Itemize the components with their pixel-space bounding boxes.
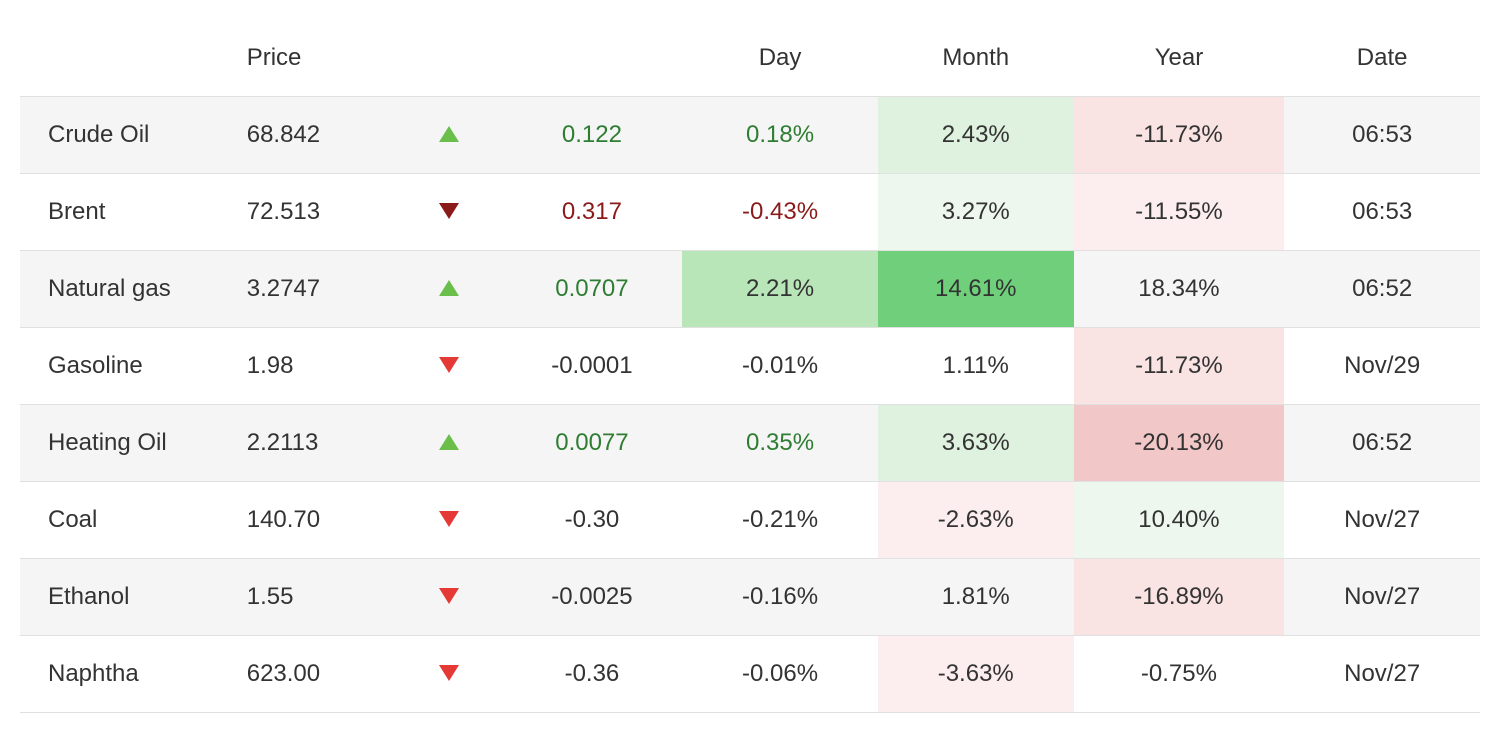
change-value: 0.317 <box>502 174 683 251</box>
year-percent: -11.55% <box>1074 174 1285 251</box>
day-percent: -0.21% <box>682 482 878 559</box>
day-percent: 0.18% <box>682 97 878 174</box>
table-row[interactable]: Naphtha623.00 -0.36-0.06%-3.63%-0.75%Nov/… <box>20 636 1480 713</box>
arrow-down-icon <box>396 559 501 636</box>
price-value: 68.842 <box>231 97 397 174</box>
col-header-change[interactable] <box>502 20 683 97</box>
arrow-up-icon <box>396 251 501 328</box>
month-percent: 3.63% <box>878 405 1074 482</box>
year-percent: -11.73% <box>1074 328 1285 405</box>
month-percent: 14.61% <box>878 251 1074 328</box>
change-value: 0.0077 <box>502 405 683 482</box>
date-value: Nov/29 <box>1284 328 1480 405</box>
col-header-year[interactable]: Year <box>1074 20 1285 97</box>
date-value: Nov/27 <box>1284 482 1480 559</box>
price-value: 2.2113 <box>231 405 397 482</box>
price-value: 3.2747 <box>231 251 397 328</box>
table-row[interactable]: Brent72.513 0.317-0.43%3.27%-11.55%06:53 <box>20 174 1480 251</box>
arrow-down-icon <box>396 174 501 251</box>
change-value: -0.30 <box>502 482 683 559</box>
arrow-up-icon <box>396 97 501 174</box>
month-percent: 3.27% <box>878 174 1074 251</box>
commodity-name[interactable]: Coal <box>20 482 231 559</box>
date-value: 06:53 <box>1284 97 1480 174</box>
col-header-name[interactable] <box>20 20 231 97</box>
day-percent: 2.21% <box>682 251 878 328</box>
arrow-down-icon <box>396 328 501 405</box>
col-header-date[interactable]: Date <box>1284 20 1480 97</box>
table-header-row: Price Day Month Year Date <box>20 20 1480 97</box>
table-row[interactable]: Crude Oil68.842 0.1220.18%2.43%-11.73%06:… <box>20 97 1480 174</box>
commodity-name[interactable]: Heating Oil <box>20 405 231 482</box>
day-percent: -0.43% <box>682 174 878 251</box>
month-percent: 1.81% <box>878 559 1074 636</box>
table-row[interactable]: Coal140.70 -0.30-0.21%-2.63%10.40%Nov/27 <box>20 482 1480 559</box>
change-value: -0.0001 <box>502 328 683 405</box>
day-percent: -0.16% <box>682 559 878 636</box>
commodity-name[interactable]: Crude Oil <box>20 97 231 174</box>
year-percent: -20.13% <box>1074 405 1285 482</box>
arrow-up-icon <box>396 405 501 482</box>
year-percent: 18.34% <box>1074 251 1285 328</box>
col-header-month[interactable]: Month <box>878 20 1074 97</box>
year-percent: -0.75% <box>1074 636 1285 713</box>
change-value: -0.36 <box>502 636 683 713</box>
price-value: 1.98 <box>231 328 397 405</box>
table-row[interactable]: Ethanol1.55 -0.0025-0.16%1.81%-16.89%Nov/… <box>20 559 1480 636</box>
commodity-name[interactable]: Gasoline <box>20 328 231 405</box>
change-value: 0.0707 <box>502 251 683 328</box>
date-value: Nov/27 <box>1284 636 1480 713</box>
table-row[interactable]: Gasoline1.98 -0.0001-0.01%1.11%-11.73%Nov… <box>20 328 1480 405</box>
year-percent: -11.73% <box>1074 97 1285 174</box>
arrow-down-icon <box>396 636 501 713</box>
day-percent: 0.35% <box>682 405 878 482</box>
col-header-day[interactable]: Day <box>682 20 878 97</box>
year-percent: 10.40% <box>1074 482 1285 559</box>
commodity-name[interactable]: Natural gas <box>20 251 231 328</box>
col-header-price[interactable]: Price <box>231 20 397 97</box>
month-percent: -3.63% <box>878 636 1074 713</box>
change-value: 0.122 <box>502 97 683 174</box>
table-row[interactable]: Natural gas3.2747 0.07072.21%14.61%18.34%… <box>20 251 1480 328</box>
table-row[interactable]: Heating Oil2.2113 0.00770.35%3.63%-20.13%… <box>20 405 1480 482</box>
date-value: Nov/27 <box>1284 559 1480 636</box>
price-value: 623.00 <box>231 636 397 713</box>
commodities-table: Price Day Month Year Date Crude Oil68.84… <box>20 20 1480 713</box>
day-percent: -0.06% <box>682 636 878 713</box>
month-percent: 2.43% <box>878 97 1074 174</box>
change-value: -0.0025 <box>502 559 683 636</box>
col-header-arrow <box>396 20 501 97</box>
price-value: 72.513 <box>231 174 397 251</box>
price-value: 140.70 <box>231 482 397 559</box>
table-body: Crude Oil68.8420.1220.18%2.43%-11.73%06:… <box>20 97 1480 713</box>
date-value: 06:52 <box>1284 405 1480 482</box>
date-value: 06:52 <box>1284 251 1480 328</box>
month-percent: -2.63% <box>878 482 1074 559</box>
commodity-name[interactable]: Naphtha <box>20 636 231 713</box>
commodity-name[interactable]: Brent <box>20 174 231 251</box>
month-percent: 1.11% <box>878 328 1074 405</box>
day-percent: -0.01% <box>682 328 878 405</box>
arrow-down-icon <box>396 482 501 559</box>
price-value: 1.55 <box>231 559 397 636</box>
date-value: 06:53 <box>1284 174 1480 251</box>
commodity-name[interactable]: Ethanol <box>20 559 231 636</box>
year-percent: -16.89% <box>1074 559 1285 636</box>
